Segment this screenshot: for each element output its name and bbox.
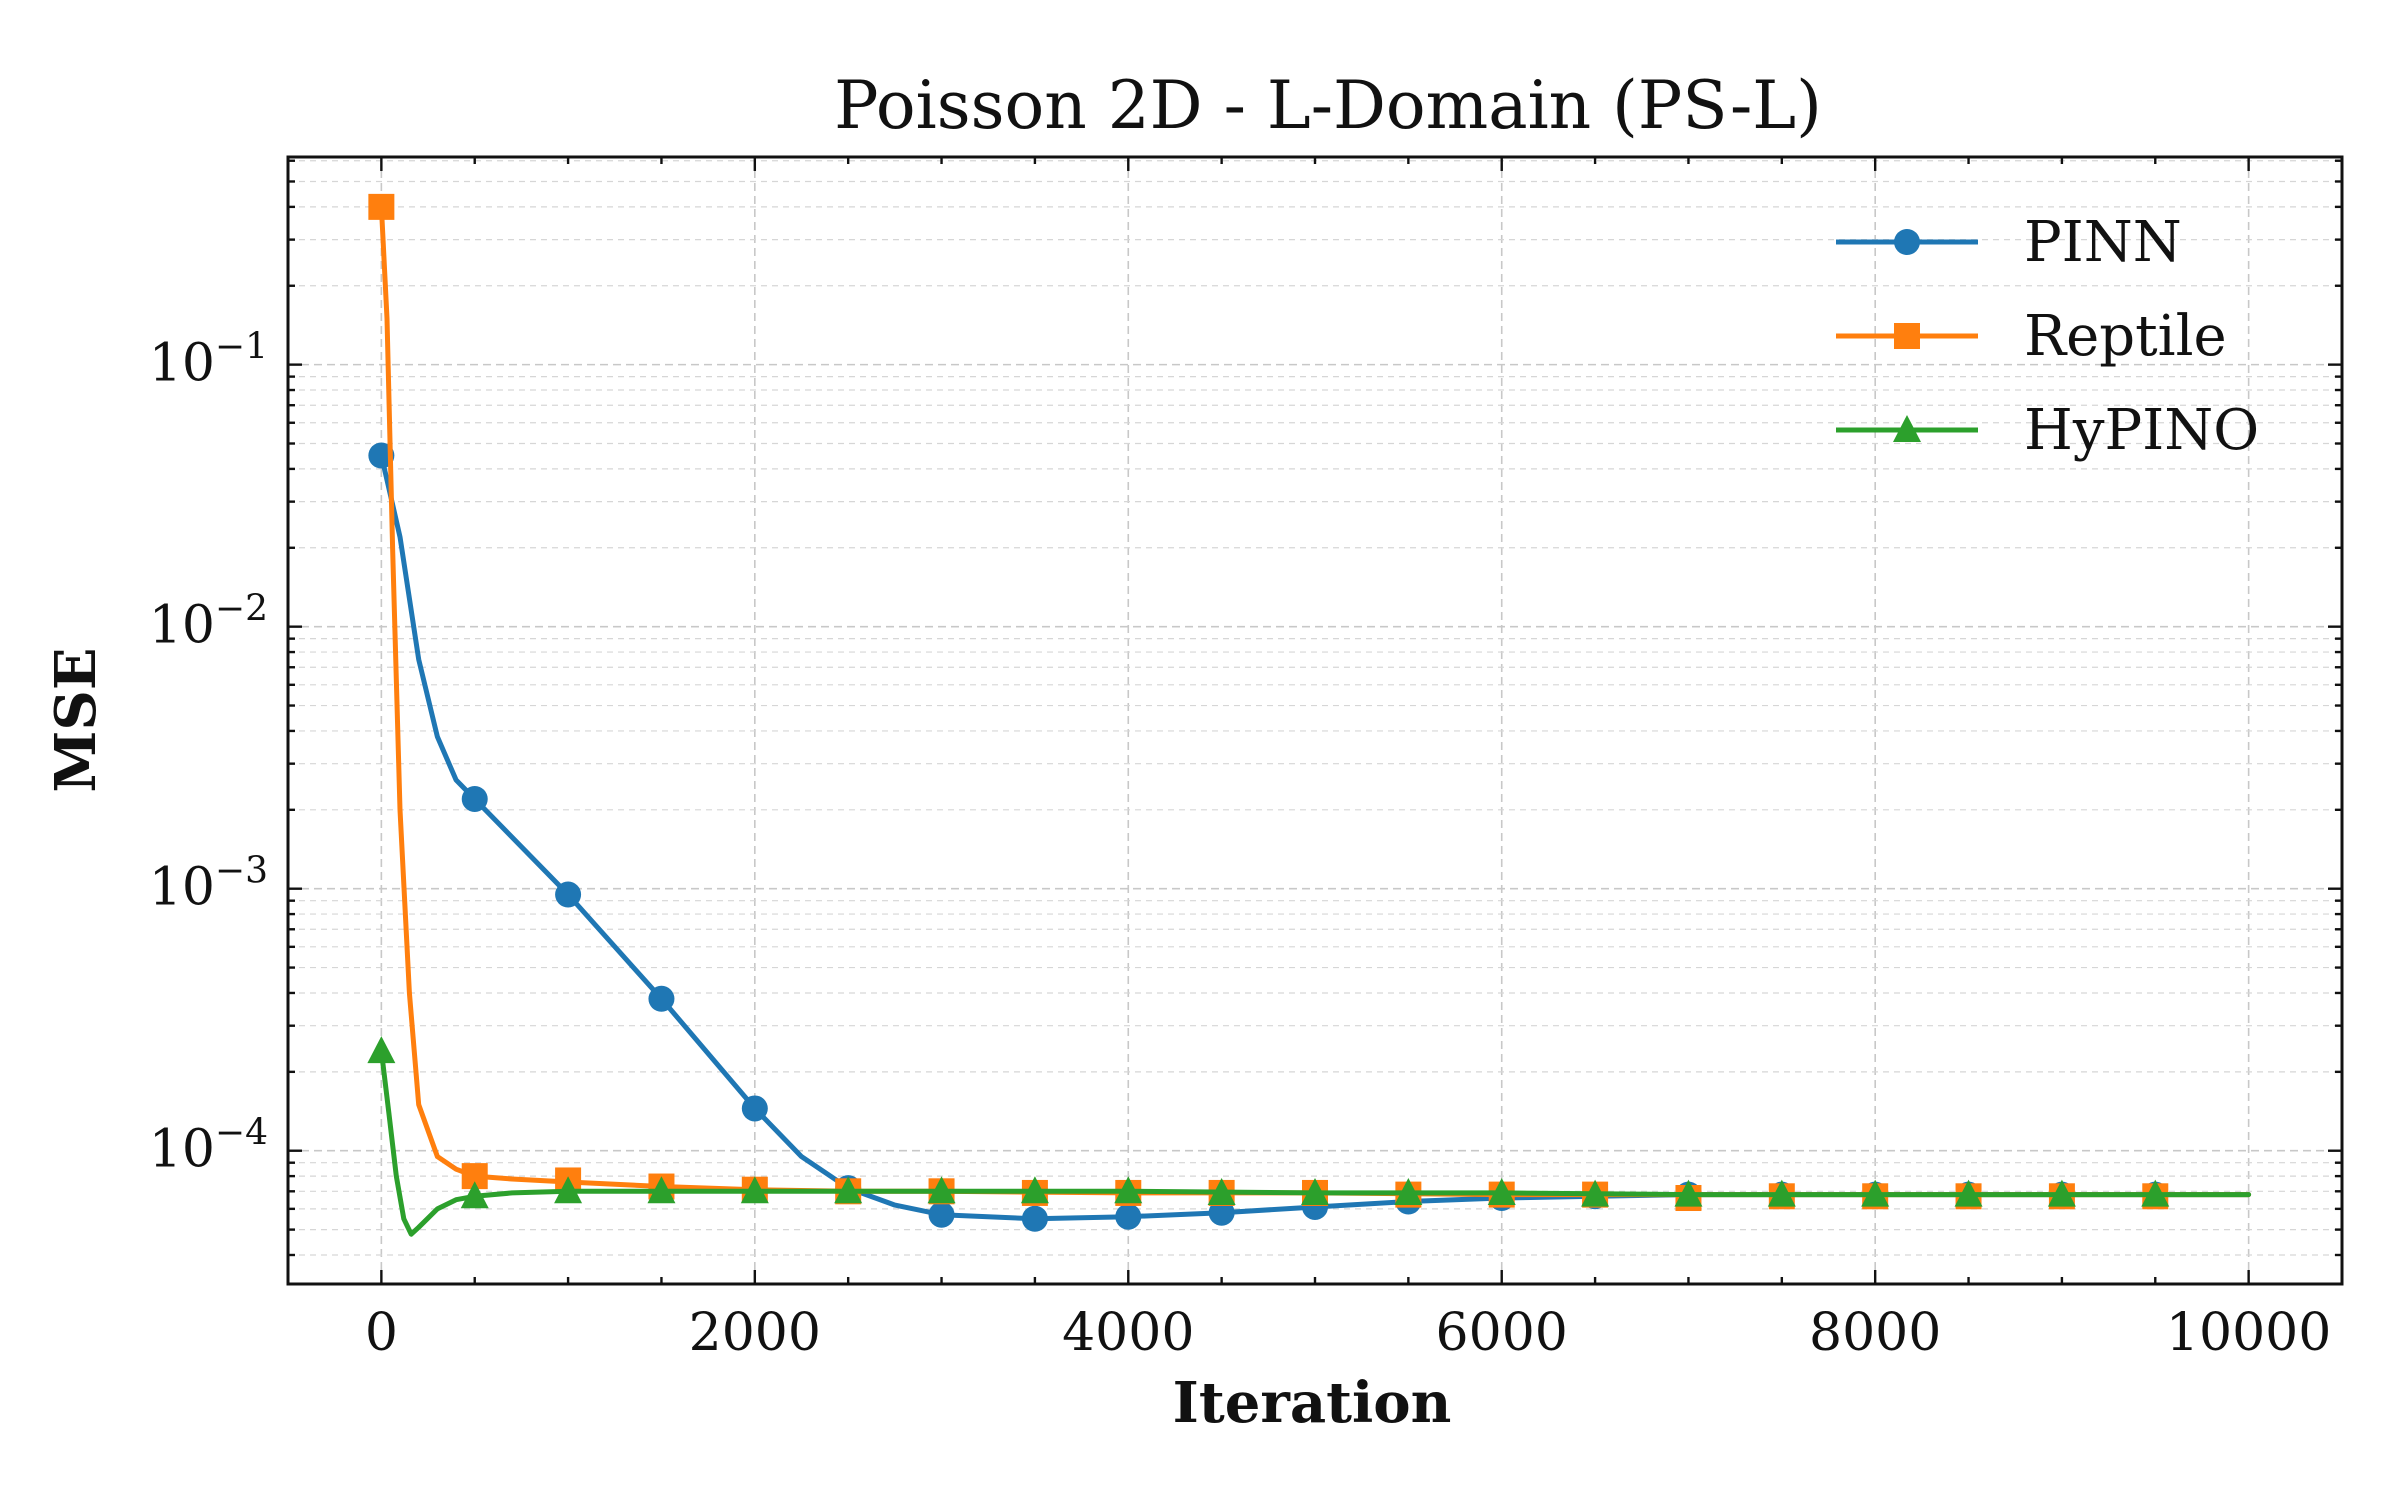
- point-pinn: [1115, 1203, 1142, 1230]
- point-hypino: [1954, 1179, 1983, 1207]
- point-pinn: [1021, 1205, 1048, 1232]
- point-hypino: [1767, 1179, 1796, 1207]
- point-hypino: [927, 1176, 956, 1204]
- y-tick-label: 10−3: [149, 851, 268, 918]
- point-pinn: [555, 881, 582, 908]
- point-hypino: [1581, 1179, 1610, 1207]
- point-pinn: [928, 1201, 955, 1228]
- point-hypino: [1394, 1177, 1423, 1205]
- x-axis-label: Iteration: [1173, 1370, 1452, 1436]
- point-reptile: [368, 193, 395, 220]
- y-axis-label: MSE: [43, 647, 109, 792]
- series-reptile: [368, 193, 2252, 1212]
- point-pinn: [741, 1095, 768, 1122]
- series-line-reptile: [378, 204, 2252, 1198]
- legend-item-reptile: Reptile: [1836, 304, 2227, 369]
- legend-label-hypino: HyPINO: [2024, 398, 2259, 463]
- x-tick-label: 2000: [689, 1303, 821, 1363]
- x-tick-label: 10000: [2166, 1303, 2331, 1363]
- legend-marker-hypino: [1893, 415, 1921, 442]
- point-hypino: [1114, 1176, 1143, 1204]
- legend-label-pinn: PINN: [2024, 210, 2182, 275]
- x-tick-label: 0: [365, 1303, 398, 1363]
- y-tick-base: 10: [149, 334, 215, 394]
- series-line-pinn: [378, 453, 2252, 1222]
- point-hypino: [1487, 1177, 1516, 1205]
- legend-marker-reptile: [1894, 323, 1920, 349]
- legend: PINN Reptile HyPINO: [1836, 210, 2259, 463]
- point-hypino: [554, 1176, 583, 1204]
- point-hypino: [1861, 1179, 1890, 1207]
- point-pinn: [461, 785, 488, 812]
- y-tick-label: 10−1: [149, 327, 268, 394]
- point-hypino: [367, 1036, 396, 1064]
- series-layer: [367, 193, 2252, 1237]
- point-hypino: [2141, 1179, 2170, 1207]
- point-hypino: [1674, 1179, 1703, 1207]
- y-tick-base: 10: [149, 596, 215, 656]
- grid: [288, 157, 2342, 1284]
- point-hypino: [834, 1176, 863, 1204]
- point-hypino: [740, 1176, 769, 1204]
- legend-item-pinn: PINN: [1836, 210, 2182, 275]
- legend-item-hypino: HyPINO: [1836, 398, 2259, 463]
- chart-title: Poisson 2D - L-Domain (PS-L): [834, 67, 1822, 144]
- y-tick-label: 10−4: [149, 1113, 268, 1180]
- y-tick-exponent: −1: [215, 327, 268, 368]
- point-pinn: [1208, 1199, 1235, 1226]
- y-tick-exponent: −3: [215, 851, 268, 892]
- point-hypino: [1020, 1176, 1049, 1204]
- x-tick-label: 8000: [1809, 1303, 1941, 1363]
- y-tick-exponent: −2: [215, 589, 268, 630]
- x-tick-label: 4000: [1062, 1303, 1194, 1363]
- point-hypino: [647, 1176, 676, 1204]
- point-hypino: [1301, 1177, 1329, 1205]
- series-hypino: [367, 1036, 2252, 1237]
- point-hypino: [460, 1181, 489, 1209]
- x-tick-label: 6000: [1436, 1303, 1568, 1363]
- point-pinn: [648, 985, 675, 1012]
- y-tick-base: 10: [149, 858, 215, 918]
- point-hypino: [1207, 1177, 1236, 1205]
- point-hypino: [2047, 1179, 2076, 1207]
- legend-label-reptile: Reptile: [2024, 304, 2227, 369]
- series-pinn: [368, 442, 2252, 1232]
- y-tick-base: 10: [149, 1120, 215, 1180]
- legend-marker-pinn: [1894, 229, 1920, 255]
- y-tick-exponent: −4: [215, 1113, 268, 1154]
- y-tick-label: 10−2: [149, 589, 268, 656]
